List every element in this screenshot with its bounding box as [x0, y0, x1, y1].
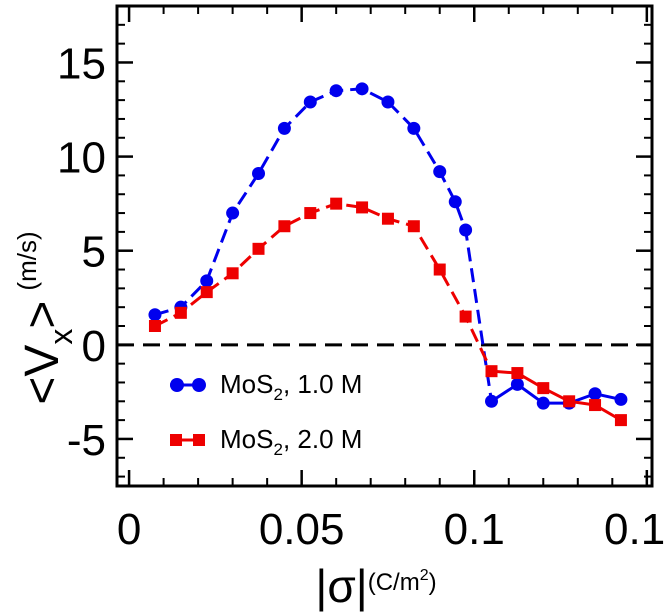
series-2-point: [278, 220, 291, 233]
series-1-point: [329, 84, 343, 98]
y-axis-unit: (m/s): [12, 231, 42, 290]
series-1-point: [277, 121, 291, 135]
series-2-point: [252, 242, 265, 255]
series-2-point: [614, 414, 627, 427]
series-2-point: [226, 267, 239, 280]
series-1-point: [407, 121, 421, 135]
legend-label-2-sub: 2: [273, 440, 282, 459]
legend-marker-circle: [170, 378, 184, 392]
y-tick-label: 5: [82, 228, 106, 277]
series-2-point: [304, 207, 317, 220]
legend-label-2: MoS2, 2.0 M: [220, 424, 362, 459]
series-1-point: [448, 195, 462, 209]
y-axis-label-main: <V: [16, 345, 69, 405]
series-layer: [148, 82, 628, 427]
y-axis-label: <Vx> (m/s): [12, 231, 79, 404]
series-1-point: [614, 392, 628, 406]
series-1-point: [148, 308, 162, 322]
series-1-point: [226, 206, 240, 220]
legend-marker-circle: [192, 378, 206, 392]
series-2-point: [459, 310, 472, 323]
series-2-point: [200, 286, 213, 299]
x-axis-label-main: |σ|: [315, 560, 367, 612]
series-2-point: [174, 306, 187, 319]
y-tick-label: 15: [57, 39, 106, 88]
series-1-point: [588, 387, 602, 401]
series-2-point: [537, 382, 550, 395]
y-tick-label: 0: [82, 322, 106, 371]
series-2-point: [433, 263, 446, 276]
legend-label-1-sub: 2: [273, 385, 282, 404]
series-1-point: [433, 165, 447, 179]
x-axis-unit: (C/m: [368, 569, 420, 596]
y-axis-label-end: >: [16, 301, 69, 329]
x-axis-unit-end: ): [429, 569, 437, 596]
legend-item-1: MoS2, 1.0 M: [170, 369, 362, 404]
x-tick-label: 0: [117, 505, 141, 554]
series-1-line-dashed: [154, 87, 493, 402]
x-tick-label: 0.15: [604, 505, 664, 554]
x-axis-unit-sup: 2: [420, 567, 429, 584]
y-axis-label-sub: x: [43, 329, 79, 345]
legend-label-1-main: MoS: [220, 369, 273, 399]
legend-label-2-main: MoS: [220, 424, 273, 454]
series-2-point: [589, 399, 602, 412]
series-2-point: [330, 197, 343, 210]
legend-label-1: MoS2, 1.0 M: [220, 369, 362, 404]
series-2-point: [511, 367, 524, 380]
legend-marker-square: [170, 434, 182, 446]
series-2-point: [148, 320, 161, 332]
series-2-point: [407, 220, 420, 233]
series-1-point: [485, 394, 498, 408]
series-2-point: [563, 395, 576, 408]
series-2-point: [381, 212, 394, 225]
series-2-point: [356, 201, 369, 214]
x-tick-label: 0.1: [444, 505, 505, 554]
y-tick-label: 10: [57, 134, 106, 183]
series-1-point: [355, 82, 369, 96]
legend-label-1-rest: , 1.0 M: [283, 369, 362, 399]
series-1-point: [252, 167, 266, 181]
plot-frame: [115, 4, 654, 488]
series-1-point: [200, 274, 214, 288]
y-tick-label: -5: [67, 416, 106, 465]
x-tick-label: 0.05: [259, 505, 345, 554]
legend-marker-square: [193, 434, 205, 446]
legend: MoS2, 1.0 M MoS2, 2.0 M: [170, 369, 362, 459]
legend-label-2-rest: , 2.0 M: [283, 424, 362, 454]
series-1-point: [303, 95, 317, 109]
series-1-point: [536, 396, 550, 410]
series-2-point: [485, 365, 498, 378]
x-axis-label: |σ|(C/m2): [315, 560, 436, 612]
series-1-point: [510, 377, 524, 391]
series-1-point: [459, 223, 473, 237]
series-1-point: [381, 95, 395, 109]
legend-item-2: MoS2, 2.0 M: [170, 424, 362, 459]
